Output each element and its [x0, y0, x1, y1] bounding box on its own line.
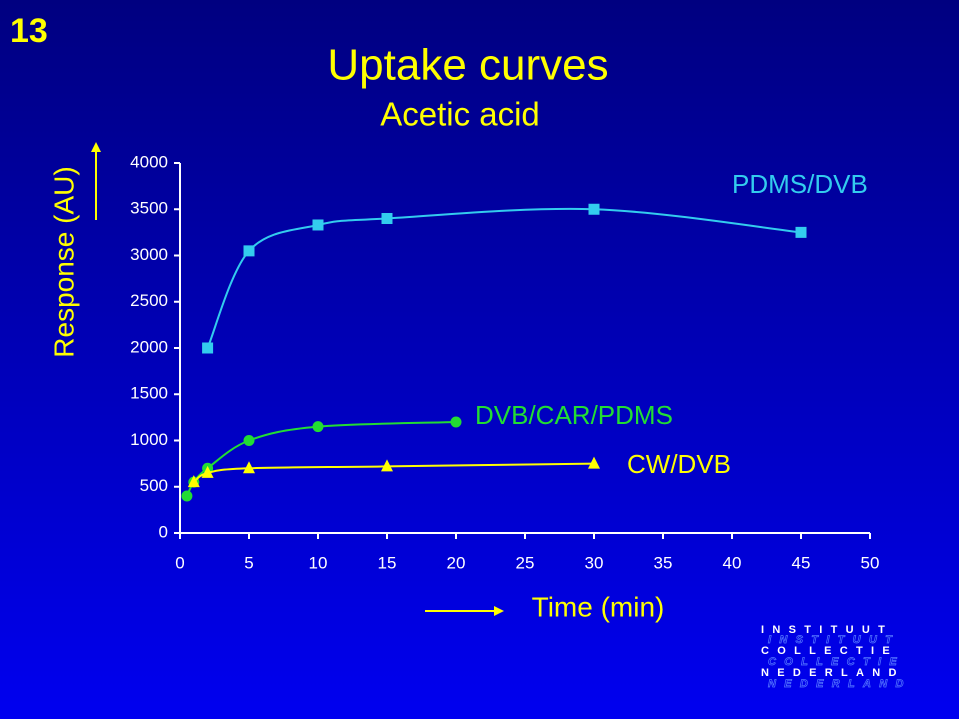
slide-number: 13	[10, 12, 48, 50]
x-tick-label: 20	[447, 553, 466, 572]
marker	[187, 475, 200, 488]
logo-line: NEDERLAND	[761, 667, 905, 679]
y-tick-label: 3000	[130, 245, 168, 264]
x-tick-label: 50	[861, 553, 880, 572]
series-label: PDMS/DVB	[732, 169, 868, 199]
marker	[381, 213, 393, 224]
chart-subtitle: Acetic acid	[380, 96, 540, 133]
x-tick-label: 30	[585, 553, 604, 572]
series-label: DVB/CAR/PDMS	[475, 400, 673, 430]
marker	[312, 219, 324, 231]
y-tick-label: 4000	[130, 152, 168, 171]
logo: INSTITUUT INSTITUUT COLLECTIE COLLECTIE …	[761, 624, 912, 690]
marker	[243, 435, 255, 446]
x-tick-label: 10	[309, 553, 328, 572]
x-tick-label: 45	[792, 553, 811, 572]
y-tick-label: 2000	[130, 337, 168, 356]
marker	[588, 456, 600, 469]
series-label: CW/DVB	[627, 449, 731, 479]
marker	[243, 245, 255, 257]
x-tick-label: 40	[723, 553, 742, 572]
logo-echo: COLLECTIE	[768, 656, 905, 668]
marker	[381, 459, 393, 472]
x-arrow-head	[494, 606, 504, 616]
x-tick-label: 0	[175, 553, 184, 572]
marker	[202, 342, 214, 354]
y-tick-label: 2500	[130, 291, 168, 310]
y-tick-label: 500	[140, 476, 168, 495]
x-tick-label: 15	[378, 553, 397, 572]
marker	[243, 461, 255, 474]
marker	[450, 416, 462, 428]
y-arrow-head	[91, 142, 101, 152]
y-tick-label: 3500	[130, 199, 168, 218]
y-axis-label: Response (AU)	[48, 166, 79, 357]
x-tick-label: 25	[516, 553, 535, 572]
logo-line: COLLECTIE	[761, 645, 898, 657]
y-tick-label: 1500	[130, 384, 168, 403]
x-axis-label: Time (min)	[532, 591, 665, 622]
y-tick-label: 1000	[130, 430, 168, 449]
marker	[181, 490, 193, 502]
logo-line: INSTITUUT	[761, 624, 893, 636]
marker	[201, 465, 214, 478]
marker	[588, 203, 600, 215]
marker	[795, 226, 807, 238]
logo-echo: INSTITUUT	[768, 634, 900, 646]
x-tick-label: 35	[654, 553, 673, 572]
logo-echo: NEDERLAND	[768, 678, 912, 690]
x-tick-label: 5	[244, 553, 253, 572]
chart-title: Uptake curves	[327, 41, 608, 90]
y-tick-label: 0	[159, 522, 168, 541]
marker	[312, 421, 324, 433]
